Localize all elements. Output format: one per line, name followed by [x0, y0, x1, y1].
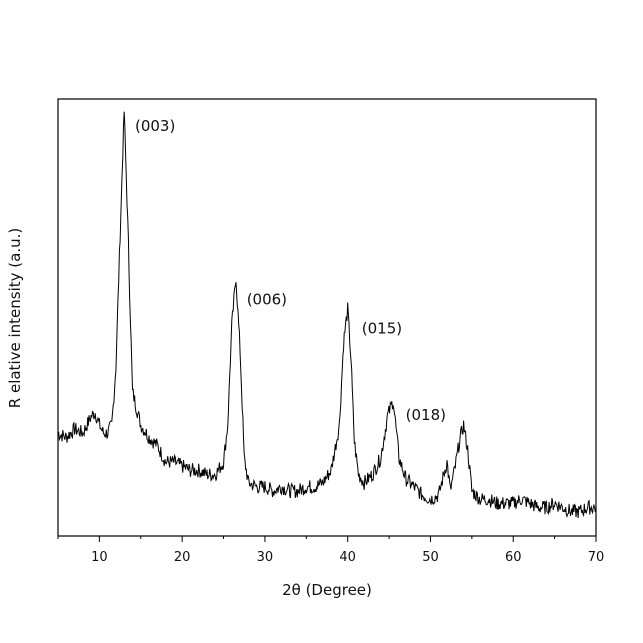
x-tick-label: 30 [257, 550, 274, 565]
peak-label: (003) [135, 117, 175, 135]
peak-label: (006) [247, 290, 287, 308]
x-tick-label: 70 [588, 550, 605, 565]
y-axis-title: R elative intensity (a.u.) [6, 228, 24, 408]
x-tick-label: 20 [174, 550, 191, 565]
peak-label: (018) [406, 406, 446, 424]
plot-frame [57, 98, 597, 537]
x-tick-label: 50 [422, 550, 439, 565]
peak-annotations: (003) (006) (015) (018) [135, 117, 446, 424]
peak-label: (015) [362, 319, 402, 337]
x-tick-label: 60 [505, 550, 522, 565]
x-tick-label: 40 [339, 550, 356, 565]
series-line-xrd-pattern [57, 111, 597, 519]
x-tick-label: 10 [91, 550, 108, 565]
x-axis-ticks: 10 20 30 40 50 60 70 [57, 536, 605, 565]
x-axis-title: 2θ (Degree) [282, 581, 372, 599]
